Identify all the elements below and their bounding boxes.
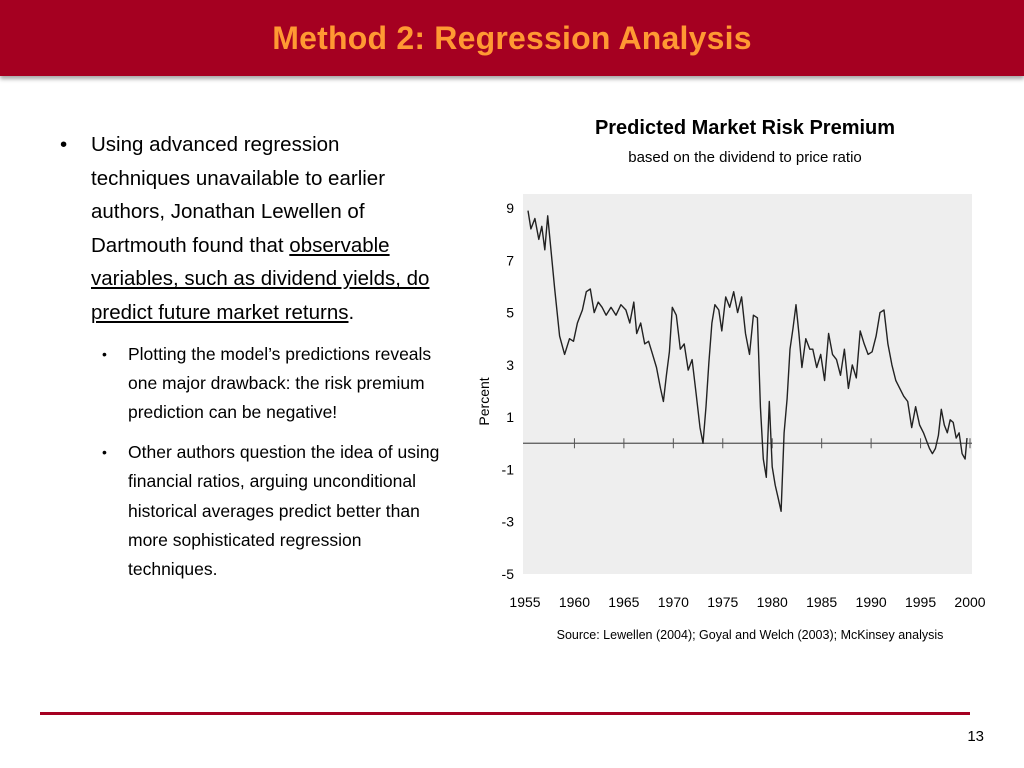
y-tick-label: 1	[506, 409, 514, 425]
x-tick-label: 1990	[856, 594, 887, 610]
main-bullet-underlined-text: observable variables, such as dividend y…	[91, 233, 430, 324]
x-tick-label: 1995	[905, 594, 936, 610]
y-tick-label: -5	[502, 566, 515, 582]
risk-premium-chart: 9 7 5 3 1 -1 -3 -5 1955 1960 1965 1970 1975 1980 1985 1…	[476, 194, 986, 610]
x-tick-label: 1970	[658, 594, 689, 610]
risk-premium-series-line	[527, 210, 968, 512]
x-tick-label: 2000	[954, 594, 985, 610]
main-bullet-suffix: .	[348, 300, 355, 324]
chart-title: Predicted Market Risk Premium	[594, 117, 896, 139]
footer-divider	[40, 712, 970, 715]
bullet-list: Using advanced regression techniques una…	[60, 128, 440, 595]
y-axis-label: Percent	[476, 377, 492, 425]
x-tick-label: 1965	[608, 594, 639, 610]
main-bullet: Using advanced regression techniques una…	[60, 128, 440, 330]
x-tick-label: 1960	[559, 594, 590, 610]
plot-background	[523, 194, 972, 574]
x-tick-label: 1985	[806, 594, 837, 610]
sub-bullet: Plotting the model’s predictions reveals…	[100, 340, 440, 428]
y-tick-label: 5	[506, 305, 514, 321]
main-bullet-text: Using advanced regression techniques una…	[91, 133, 386, 257]
chart-subtitle: based on the dividend to price ratio	[628, 149, 862, 166]
y-tick-label: -3	[502, 514, 515, 530]
y-tick-label: 9	[506, 200, 514, 216]
y-tick-label: 7	[506, 252, 514, 268]
y-tick-label: 3	[506, 357, 514, 373]
sub-bullet: Other authors question the idea of using…	[100, 438, 440, 584]
slide-title: Method 2: Regression Analysis	[272, 20, 752, 56]
sub-bullet-list: Plotting the model’s predictions reveals…	[100, 340, 440, 585]
x-tick-label: 1975	[707, 594, 738, 610]
source-note: Source: Lewellen (2004); Goyal and Welch…	[556, 628, 944, 642]
page-number: 13	[967, 728, 984, 745]
y-tick-label: -1	[502, 461, 515, 477]
x-tick-label: 1980	[757, 594, 788, 610]
x-tick-label: 1955	[509, 594, 540, 610]
title-bar: Method 2: Regression Analysis	[0, 0, 1024, 76]
